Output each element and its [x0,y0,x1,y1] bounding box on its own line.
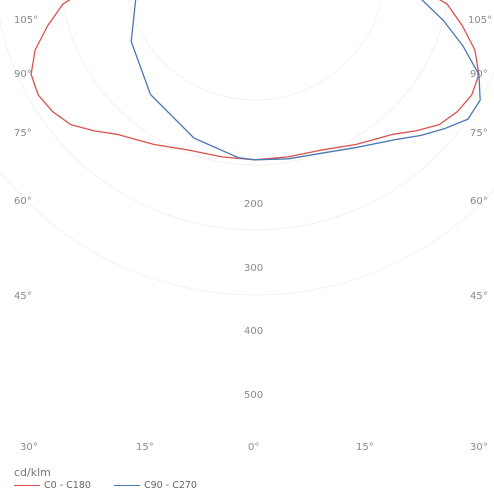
unit-label: cd/klm [14,466,51,479]
polar-grid [0,0,494,296]
angle-label-left-90: 90° [14,69,32,80]
angle-label-bottom-30-right: 30° [470,442,488,453]
angle-label-bottom-0: 0° [248,442,260,453]
grid-ring-500 [0,170,494,296]
angle-label-right-60: 60° [470,196,488,207]
angle-label-bottom-15-left: 15° [136,442,154,453]
angle-label-right-75: 75° [470,128,488,139]
grid-ring-400 [0,17,494,231]
angle-label-left-105: 105° [14,15,39,26]
legend-item-c0: C0 - C180 [14,480,91,491]
angle-label-right-90: 90° [470,69,488,80]
legend-label-c0: C0 - C180 [44,480,91,491]
legend-item-c90: C90 - C270 [114,480,197,491]
grid-ring-300 [61,0,449,166]
angle-label-bottom-30-left: 30° [20,442,38,453]
radial-label-300: 300 [244,263,264,274]
legend-swatch-c90 [114,485,140,486]
angle-label-left-45: 45° [14,291,32,302]
angle-label-bottom-15-right: 15° [356,442,374,453]
radial-label-500: 500 [244,390,264,401]
legend-swatch-c0 [14,485,40,486]
grid-ring-200 [128,0,382,101]
angle-label-left-75: 75° [14,128,32,139]
series-line-c0-c180 [30,0,480,161]
series-line-c90-c270 [130,0,481,161]
legend-label-c90: C90 - C270 [144,480,197,491]
angle-label-right-45: 45° [470,291,488,302]
radial-label-200: 200 [244,199,264,210]
angle-label-left-60: 60° [14,196,32,207]
angle-label-right-105: 105° [468,15,493,26]
radial-label-400: 400 [244,326,264,337]
